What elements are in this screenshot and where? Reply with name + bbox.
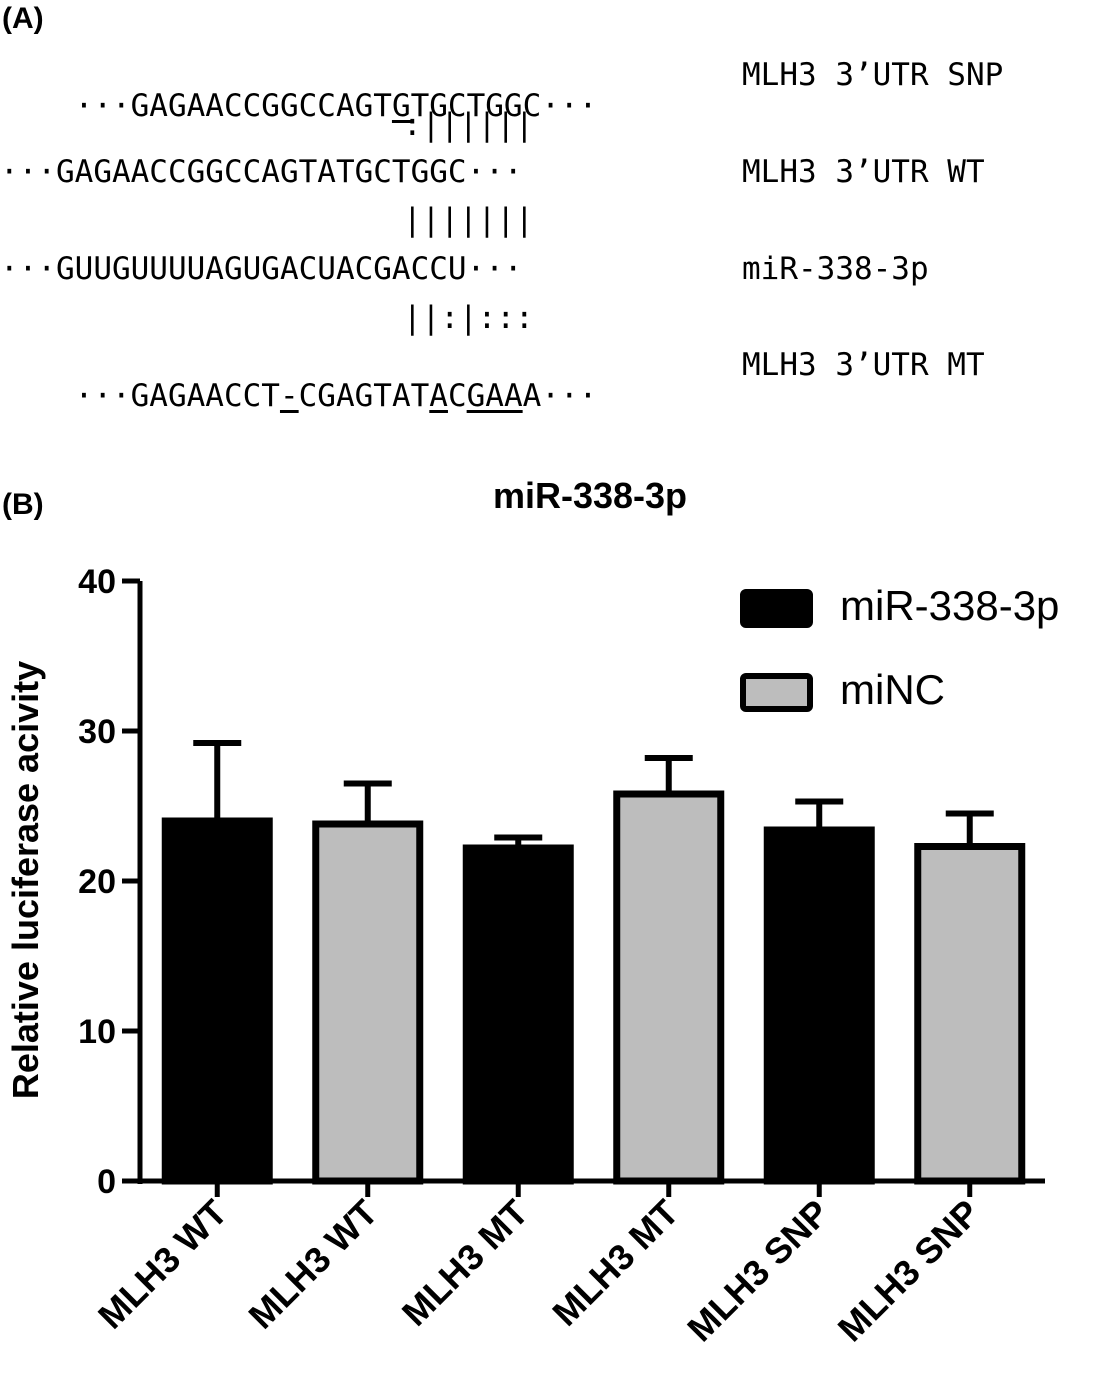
bar: [763, 826, 875, 1185]
legend-swatch: [740, 673, 813, 712]
y-tick-label: 10: [78, 1013, 116, 1051]
chart-title: miR-338-3p: [493, 475, 687, 516]
x-tick-label: MLH3 MT: [544, 1192, 686, 1334]
pairing-marks-1: :||||||: [403, 107, 534, 143]
snp-sequence-name: MLH3 3’UTR SNP: [742, 57, 1004, 93]
mt-seq-part4: A···: [522, 378, 598, 414]
bar: [613, 790, 725, 1185]
mirna-sequence-name: miR-338-3p: [742, 251, 929, 287]
mirna-sequence: ···GUUGUUUUAGUGACUACGACCU···: [0, 251, 523, 287]
mt-mutated-bases: GAA: [466, 378, 523, 414]
x-tick-label: MLH3 WT: [240, 1192, 385, 1337]
bar: [462, 844, 574, 1185]
snp-sequence: ···GAGAACCGGCCAGTGTGCTGGC···: [0, 60, 598, 153]
snp-variant-base: G: [391, 88, 411, 124]
wt-sequence: ···GAGAACCGGCCAGTATGCTGGC···: [0, 154, 523, 190]
bar: [914, 843, 1026, 1185]
bar: [312, 820, 424, 1185]
legend-swatch: [740, 589, 813, 628]
wt-sequence-name: MLH3 3’UTR WT: [742, 154, 985, 190]
y-tick-label: 30: [78, 713, 116, 751]
mt-mutated-base: A: [429, 378, 448, 414]
mt-seq-part2: CGAGTAT: [298, 378, 430, 414]
mt-seq-part1: ···GAGAACCT: [74, 378, 280, 414]
y-axis-label: Relative luciferase acivity: [5, 661, 46, 1099]
snp-seq-part1: ···GAGAACCGGCCAGT: [74, 88, 392, 124]
x-tick-label: MLH3 MT: [394, 1192, 536, 1334]
mt-sequence: ···GAGAACCT-CGAGTATACGAAA···: [0, 350, 598, 443]
panel-b-label: (B): [2, 488, 44, 521]
x-tick-label: MLH3 SNP: [830, 1192, 988, 1350]
snp-seq-part2: TGCTGGC···: [410, 88, 598, 124]
bar-chart: miR-338-3p Relative luciferase acivity 0…: [5, 475, 1059, 1350]
pairing-marks-2: |||||||: [403, 202, 534, 238]
pairing-marks-3: ||:|:::: [403, 300, 534, 336]
x-tick-label: MLH3 SNP: [679, 1192, 837, 1350]
x-tick-label: MLH3 WT: [90, 1192, 235, 1337]
bars-layer: [161, 740, 1026, 1185]
y-tick-label: 40: [78, 563, 116, 601]
y-tick-label: 20: [78, 863, 116, 901]
mt-seq-part3: C: [447, 378, 467, 414]
y-tick-label: 0: [97, 1163, 116, 1201]
bar: [161, 817, 273, 1185]
legend-label: miNC: [840, 666, 945, 713]
panel-a-label: (A): [2, 2, 44, 35]
mt-sequence-name: MLH3 3’UTR MT: [742, 347, 985, 383]
legend-label: miR-338-3p: [840, 582, 1059, 629]
legend: miR-338-3p miNC: [740, 582, 1059, 713]
mt-deletion-mark: -: [279, 378, 299, 414]
